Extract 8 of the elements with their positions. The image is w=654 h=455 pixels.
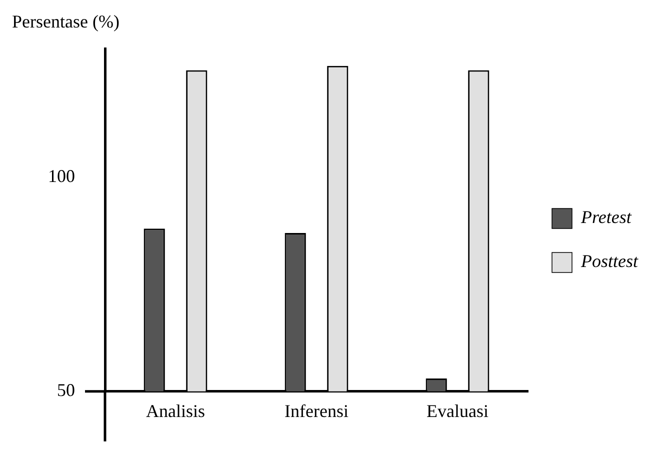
legend-label: Posttest: [580, 251, 639, 272]
y-tick-label: 50: [57, 380, 75, 400]
y-tick-label: 100: [48, 166, 75, 186]
legend-label: Pretest: [580, 207, 632, 228]
x-tick-label: Evaluasi: [426, 400, 488, 421]
x-tick-label: Analisis: [146, 400, 206, 421]
y-axis-title: Persentase (%): [12, 12, 120, 32]
x-tick-label: Inferensi: [284, 400, 348, 421]
